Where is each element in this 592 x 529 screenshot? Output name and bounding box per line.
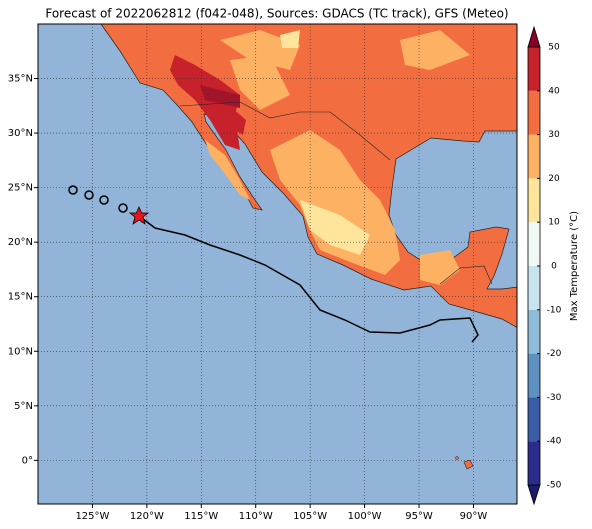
colorbar-segment bbox=[528, 309, 540, 354]
lon-tick-label: 115°W bbox=[184, 511, 218, 522]
graticule bbox=[38, 24, 517, 504]
colorbar-tick-label: -30 bbox=[547, 393, 562, 403]
colorbar-segment bbox=[528, 47, 540, 91]
map-title: Forecast of 2022062812 (f042-048), Sourc… bbox=[45, 7, 508, 21]
colorbar-tick-label: -40 bbox=[547, 437, 562, 447]
colorbar-segment bbox=[528, 90, 540, 135]
lon-tick-label: 120°W bbox=[130, 511, 164, 522]
lat-tick-label: 30°N bbox=[8, 128, 33, 139]
colorbar-extend-under bbox=[527, 484, 541, 506]
colorbar-extend-over bbox=[527, 25, 541, 48]
lat-tick-label: 20°N bbox=[8, 237, 33, 248]
lat-tick-label: 5°N bbox=[14, 401, 33, 412]
colorbar-label: Max Temperature (°C) bbox=[569, 211, 580, 321]
colorbar-tick-label: -20 bbox=[547, 349, 562, 359]
colorbar-tick-label: 0 bbox=[551, 262, 557, 272]
colorbar-tick-label: 20 bbox=[548, 174, 560, 184]
lat-tick-label: 0° bbox=[22, 455, 33, 466]
lat-tick-label: 35°N bbox=[8, 74, 33, 85]
lat-tick-label: 15°N bbox=[8, 292, 33, 303]
colorbar-tick-label: 40 bbox=[548, 86, 560, 96]
tc-track bbox=[68, 185, 479, 343]
lon-tick-label: 110°W bbox=[239, 511, 273, 522]
lon-tick-label: 105°W bbox=[293, 511, 327, 522]
colorbar-segment bbox=[528, 397, 540, 442]
lat-tick-label: 10°N bbox=[8, 346, 33, 357]
lon-tick-label: 125°W bbox=[75, 511, 109, 522]
colorbar-segment bbox=[528, 266, 540, 310]
lat-tick-label: 25°N bbox=[8, 183, 33, 194]
colorbar-tick-label: -50 bbox=[547, 481, 562, 491]
colorbar-tick-label: 30 bbox=[548, 130, 560, 140]
colorbar-tick-label: 50 bbox=[548, 43, 560, 53]
colorbar-segment bbox=[528, 441, 540, 485]
lon-tick-label: 95°W bbox=[405, 511, 433, 522]
land bbox=[100, 24, 517, 470]
colorbar-segment bbox=[528, 353, 540, 398]
colorbar-segment bbox=[528, 134, 540, 179]
colorbar-segment bbox=[528, 178, 540, 223]
map-area bbox=[38, 24, 517, 504]
colorbar: -50 -40 -30 -20 -10 0 10 20 30 40 50 bbox=[527, 25, 562, 506]
colorbar-segment bbox=[528, 222, 540, 266]
lon-tick-label: 100°W bbox=[348, 511, 382, 522]
map-frame bbox=[37, 23, 518, 505]
colorbar-tick-label: -10 bbox=[547, 305, 562, 315]
colorbar-tick-label: 10 bbox=[548, 218, 560, 228]
lon-tick-label: 90°W bbox=[460, 511, 488, 522]
